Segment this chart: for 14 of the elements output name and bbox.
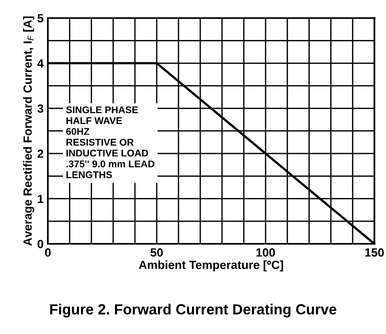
y-tick-label: 2 (38, 150, 44, 158)
x-axis-title: Ambient Temperature [ºC] (138, 260, 284, 272)
y-tick-label: 0 (38, 240, 44, 248)
text: Figure 2. Forward Current Derating Curve (50, 304, 336, 318)
y-tick-label: 3 (37, 104, 44, 113)
y-axis-title: Average Rectified Forward Current, I$_{F}$ [A] (23, 16, 34, 246)
x-tick-label: 100 (256, 248, 275, 257)
x-tick-label: 150 (365, 248, 384, 257)
annotation: SINGLE PHASE HALF WAVE 60HZ RESISTIVE OR INDUCTIVE LOAD .375'' 9.0 mm LEAD LENGTHS (66, 106, 154, 178)
y-tick-label: 4 (37, 59, 44, 68)
y-tick-label: 1 (38, 194, 44, 203)
x-tick-label: 0 (45, 248, 51, 257)
y-tick-label: 5 (37, 14, 44, 22)
x-tick-label: 50 (150, 248, 163, 257)
